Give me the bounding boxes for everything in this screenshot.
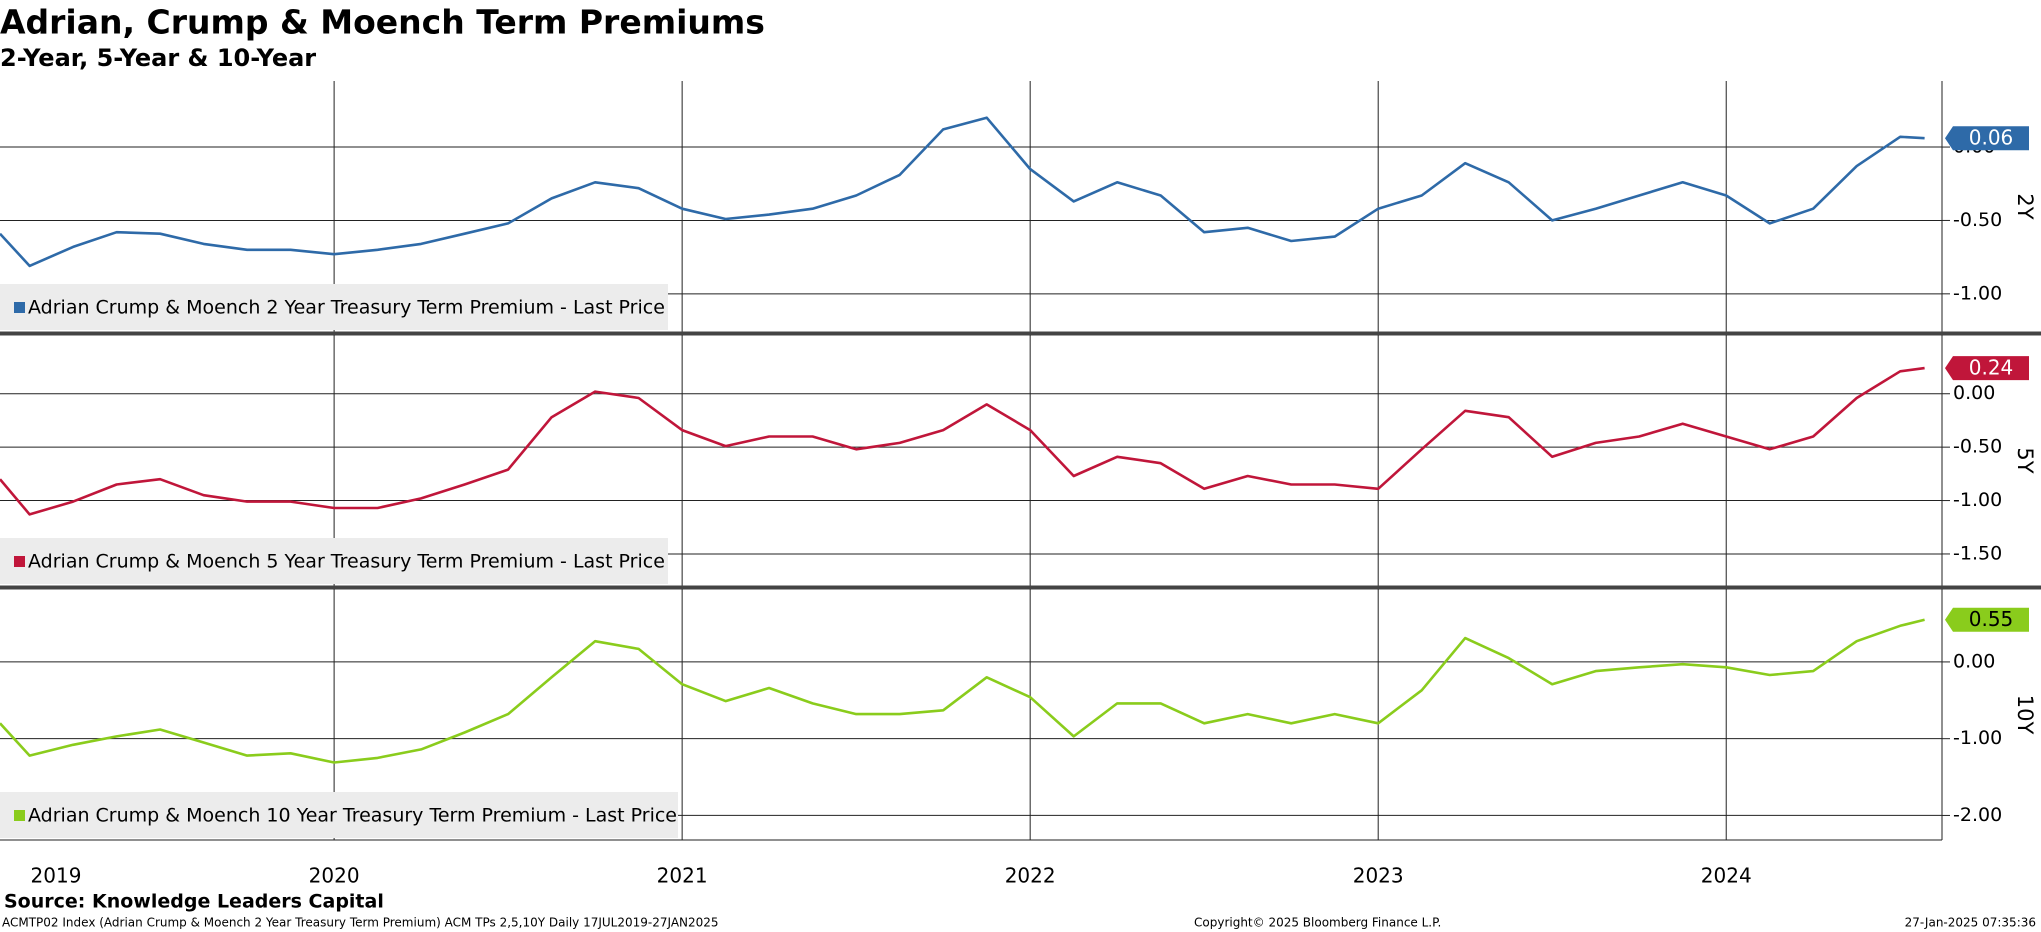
y-axis-title: 10Y <box>2013 695 2037 735</box>
y-tick-label: 0.00 <box>1953 650 1995 672</box>
y-tick-label: -0.50 <box>1953 209 2002 231</box>
y-tick-label: -0.50 <box>1953 436 2002 458</box>
legend-label: Adrian Crump & Moench 5 Year Treasury Te… <box>28 551 665 573</box>
copyright: Copyright© 2025 Bloomberg Finance L.P. <box>1194 916 1441 930</box>
legend: Adrian Crump & Moench 5 Year Treasury Te… <box>0 538 668 584</box>
last-value-label: 0.55 <box>1969 607 2014 631</box>
legend-swatch <box>14 302 25 313</box>
x-tick-label: 2022 <box>1005 864 1056 888</box>
line <box>0 366 1925 516</box>
y-tick-label: -2.00 <box>1953 804 2002 826</box>
last-value-box <box>1945 126 2029 151</box>
source: Source: Knowledge Leaders Capital <box>4 891 384 913</box>
legend-label: Adrian Crump & Moench 2 Year Treasury Te… <box>28 297 665 319</box>
y-tick-label: -1.00 <box>1953 489 2002 511</box>
legend-swatch <box>14 556 25 567</box>
y-tick-label: -1.00 <box>1953 727 2002 749</box>
x-tick-label: 2019 <box>31 864 82 888</box>
legend-box <box>0 284 668 330</box>
legend-swatch <box>14 810 25 821</box>
y-tick-label: 0.00 <box>1953 382 1995 404</box>
y-axis-title: 5Y <box>2013 447 2037 473</box>
line <box>0 618 1925 764</box>
info: ACMTP02 Index (Adrian Crump & Moench 2 Y… <box>2 916 719 930</box>
chart-subtitle: 2-Year, 5-Year & 10-Year <box>0 44 316 72</box>
legend: Adrian Crump & Moench 10 Year Treasury T… <box>0 792 678 838</box>
last-value-box <box>1945 356 2029 381</box>
last-value-box <box>1945 607 2029 632</box>
line <box>0 116 1925 268</box>
timestamp: 27-Jan-2025 07:35:36 <box>1905 916 2036 930</box>
chart-title: Adrian, Crump & Moench Term Premiums <box>0 3 765 42</box>
legend-box <box>0 792 678 838</box>
x-tick-label: 2021 <box>657 864 708 888</box>
x-tick-label: 2020 <box>309 864 360 888</box>
x-tick-label: 2023 <box>1353 864 1404 888</box>
legend: Adrian Crump & Moench 2 Year Treasury Te… <box>0 284 668 330</box>
y-tick-label: -1.00 <box>1953 282 2002 304</box>
last-value-label: 0.06 <box>1969 126 2014 150</box>
last-value-label: 0.24 <box>1969 356 2014 380</box>
y-axis-title: 2Y <box>2013 193 2037 219</box>
legend-box <box>0 538 668 584</box>
legend-label: Adrian Crump & Moench 10 Year Treasury T… <box>28 805 677 827</box>
x-tick-label: 2024 <box>1701 864 1752 888</box>
y-tick-label: -1.50 <box>1953 542 2002 564</box>
